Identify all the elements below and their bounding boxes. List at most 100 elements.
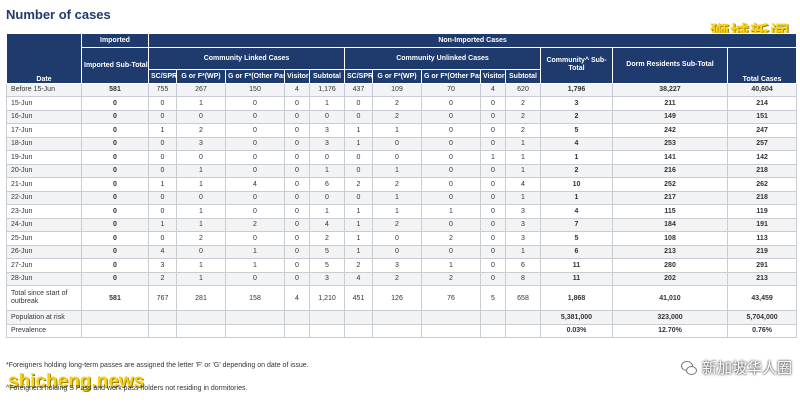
table-cell: 2 [505, 96, 541, 111]
table-cell: 0 [421, 244, 481, 259]
table-cell: 0 [81, 177, 149, 192]
table-cell: 262 [726, 177, 798, 192]
table-cell: 0 [148, 190, 177, 205]
table-cell: 4 [540, 136, 613, 151]
table-cell: 0 [284, 123, 310, 138]
header-subtotal: Subtotal [505, 68, 541, 84]
table-cell: 0 [225, 163, 285, 178]
table-cell: 217 [612, 190, 728, 205]
row-label: 17-Jun [6, 123, 82, 138]
header-non-imported: Non-Imported Cases [147, 33, 798, 48]
table-cell: 1 [344, 136, 373, 151]
empty-cell [421, 323, 481, 338]
table-cell: 2 [344, 177, 373, 192]
table-cell: 0 [284, 109, 310, 124]
empty-cell [344, 310, 373, 325]
table-cell: 281 [176, 285, 226, 311]
table-cell: 4 [505, 177, 541, 192]
table-cell: 43,459 [726, 285, 798, 311]
table-row: 19-Jun 0 0 0 0 0 0 0 0 0 1 1 1 141 142 [6, 150, 798, 165]
table-cell: 1 [344, 204, 373, 219]
table-cell: 1 [421, 258, 481, 273]
table-cell: 0 [225, 204, 285, 219]
table-cell: 267 [176, 82, 226, 97]
table-cell: 1 [505, 150, 541, 165]
table-cell: 0 [284, 96, 310, 111]
table-cell: 184 [612, 217, 728, 232]
table-cell: 3 [176, 136, 226, 151]
table-cell: 1 [540, 190, 613, 205]
table-cell: 2 [176, 231, 226, 246]
row-label: 24-Jun [6, 217, 82, 232]
empty-cell [81, 323, 149, 338]
table-cell: 0 [421, 136, 481, 151]
table-cell: 4 [225, 177, 285, 192]
row-label: Before 15-Jun [6, 82, 82, 97]
empty-cell [81, 310, 149, 325]
table-cell: 437 [344, 82, 373, 97]
table-cell: 219 [726, 244, 798, 259]
header-dorm-sub-total: Dorm Residents Sub-Total [612, 46, 728, 84]
table-cell: 1 [505, 190, 541, 205]
table-cell: 1 [344, 217, 373, 232]
table-cell: 4 [284, 285, 310, 311]
table-cell: 1 [309, 204, 345, 219]
table-cell: 2 [372, 96, 422, 111]
header-other-pass: G or F*(Other Pass) [225, 68, 285, 84]
table-cell: 218 [726, 190, 798, 205]
row-label: Prevalence [6, 323, 82, 338]
table-cell: 280 [612, 258, 728, 273]
table-cell: 1 [505, 244, 541, 259]
empty-cell [505, 323, 541, 338]
table-cell: 0 [309, 150, 345, 165]
table-cell: 2 [176, 123, 226, 138]
table-cell: 1 [148, 177, 177, 192]
empty-cell [344, 323, 373, 338]
table-cell: 2 [505, 123, 541, 138]
table-row: 17-Jun 0 1 2 0 0 3 1 1 0 0 2 5 242 247 [6, 123, 798, 138]
table-row: 20-Jun 0 0 1 0 0 1 0 1 0 0 1 2 216 218 [6, 163, 798, 178]
table-cell: 6 [505, 258, 541, 273]
header-community-sub-total: Community^ Sub-Total [540, 46, 613, 84]
table-cell: 247 [726, 123, 798, 138]
empty-cell [480, 323, 506, 338]
table-cell: 0 [81, 190, 149, 205]
table-cell: 2 [540, 163, 613, 178]
table-cell: 0 [81, 96, 149, 111]
table-cell: 0 [480, 190, 506, 205]
row-label: 16-Jun [6, 109, 82, 124]
table-cell: 5 [480, 285, 506, 311]
wechat-icon [680, 360, 697, 375]
table-cell: 0 [225, 271, 285, 286]
empty-cell [176, 323, 226, 338]
table-cell: 0 [81, 204, 149, 219]
table-cell: 2 [372, 271, 422, 286]
table-cell: 218 [726, 163, 798, 178]
table-cell: 581 [81, 82, 149, 97]
table-cell: 0 [480, 244, 506, 259]
table-cell: 0 [480, 96, 506, 111]
table-cell: 3 [505, 204, 541, 219]
row-label: 15-Jun [6, 96, 82, 111]
header-total-cases: Total Cases [726, 46, 798, 84]
header-other-pass: G or F*(Other Pass) [421, 68, 481, 84]
table-cell: 0 [81, 244, 149, 259]
table-cell: 0 [148, 136, 177, 151]
table-row: 16-Jun 0 0 0 0 0 0 0 2 0 0 2 2 149 151 [6, 109, 798, 124]
table-cell: 0 [284, 136, 310, 151]
table-cell: 213 [612, 244, 728, 259]
table-cell: 4 [480, 82, 506, 97]
prevalence-total: 0.76% [726, 323, 798, 338]
table-cell: 1 [480, 150, 506, 165]
table-cell: 0 [421, 190, 481, 205]
table-cell: 0 [284, 271, 310, 286]
table-cell: 158 [225, 285, 285, 311]
wechat-label: 新加坡华人圈 [701, 360, 792, 377]
table-cell: 1 [372, 163, 422, 178]
table-cell: 0 [81, 136, 149, 151]
table-row: 18-Jun 0 0 3 0 0 3 1 0 0 0 1 4 253 257 [6, 136, 798, 151]
watermark-bottom-left: shicheng.news [8, 371, 145, 392]
header-wp: G or F*(WP) [372, 68, 422, 84]
row-label: 18-Jun [6, 136, 82, 151]
table-cell: 3 [309, 271, 345, 286]
